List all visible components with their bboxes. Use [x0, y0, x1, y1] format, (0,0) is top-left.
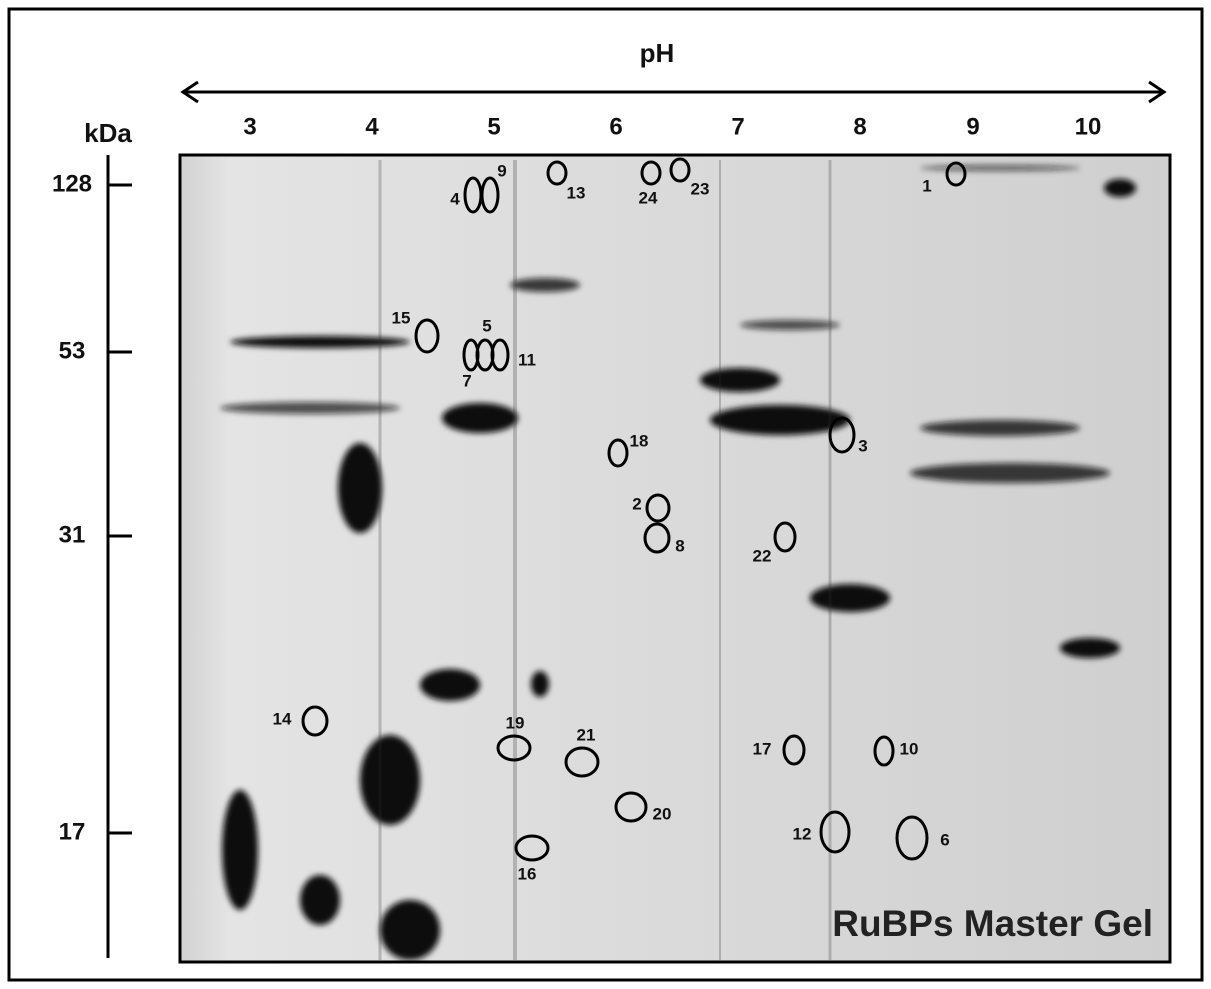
spot-circle: [490, 338, 510, 372]
gel-image: [180, 155, 1170, 962]
spot-circle: [819, 810, 851, 854]
spot-label: 15: [392, 308, 411, 327]
spot-label: 1: [922, 176, 931, 195]
gel-border: [178, 153, 1172, 964]
spot-label: 24: [639, 188, 658, 207]
spot-circle: [480, 176, 500, 214]
y-axis-title: kDa: [84, 118, 132, 148]
gel-bands: [220, 165, 1136, 960]
spot-circle: [301, 705, 329, 737]
spot-circle: [895, 815, 929, 861]
ph-tick-label: 4: [365, 113, 379, 140]
ph-tick-label: 10: [1075, 113, 1102, 140]
x-axis-title: pH: [640, 38, 675, 68]
spot-circle: [945, 161, 967, 187]
spot-label: 20: [653, 804, 672, 823]
gel-streaks: [378, 160, 832, 960]
spot-circle: [828, 416, 856, 454]
spot-label: 17: [753, 739, 772, 758]
spot-label: 3: [858, 436, 867, 455]
spot-circle: [669, 157, 691, 183]
spot-label: 16: [518, 864, 537, 883]
spot-label: 18: [630, 431, 649, 450]
spot-circle: [643, 522, 671, 554]
spot-circle: [782, 734, 806, 766]
spot-circle: [414, 318, 440, 354]
spot-circle: [873, 735, 895, 767]
spot-circle: [645, 493, 671, 523]
frame: [7, 7, 1204, 982]
spot-circle: [546, 160, 568, 186]
spot-circle: [462, 338, 480, 372]
ph-tick-label: 6: [609, 113, 622, 140]
spot-label: 12: [793, 824, 812, 843]
spot-circle: [614, 791, 648, 823]
kda-tick-label: 53: [59, 337, 86, 364]
spot-circle: [640, 160, 662, 186]
spot-circle: [607, 438, 629, 468]
spot-circle: [773, 521, 797, 553]
ph-tick-label: 7: [731, 113, 744, 140]
spot-label: 2: [632, 494, 641, 513]
gel-background: [180, 155, 1170, 962]
spot-label: 14: [273, 709, 292, 728]
spot-circle: [514, 834, 550, 862]
ph-tick-label: 5: [487, 113, 500, 140]
spot-label: 10: [900, 739, 919, 758]
spot-label: 7: [462, 371, 471, 390]
spot-label: 22: [753, 546, 772, 565]
arrow-heads: [180, 80, 1167, 104]
spot-label: 5: [482, 316, 491, 335]
spot-label: 9: [497, 161, 506, 180]
ph-tick-label: 8: [853, 113, 866, 140]
kda-tick-label: 17: [59, 818, 86, 845]
spot-circle: [496, 734, 532, 762]
spot-label: 8: [675, 536, 684, 555]
ph-tick-label: 9: [966, 113, 979, 140]
spot-label: 19: [506, 713, 525, 732]
spot-label: 21: [577, 725, 596, 744]
spot-label: 4: [450, 189, 460, 208]
spot-circle: [564, 746, 600, 778]
ph-tick-label: 3: [243, 113, 256, 140]
kda-tick-label: 128: [52, 170, 92, 197]
spot-label: 23: [691, 179, 710, 198]
spot-label: 6: [940, 830, 949, 849]
kda-tick-label: 31: [59, 521, 86, 548]
spot-label: 13: [567, 183, 586, 202]
spot-label: 11: [518, 350, 536, 369]
caption: RuBPs Master Gel: [832, 903, 1153, 944]
